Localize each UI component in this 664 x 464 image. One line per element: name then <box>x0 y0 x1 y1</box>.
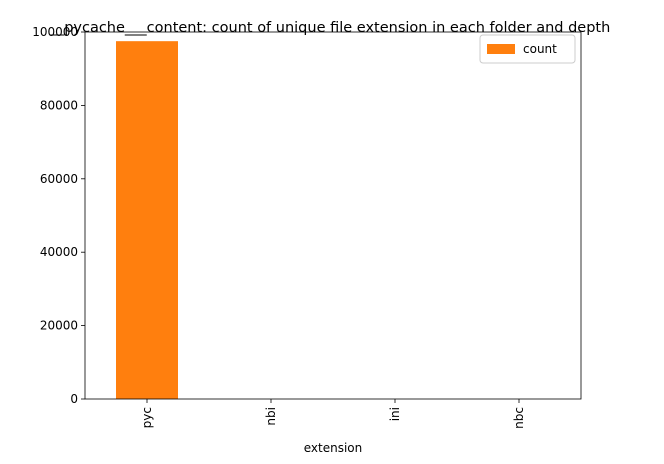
legend-box <box>479 34 576 64</box>
x-axis-label: extension <box>304 441 363 455</box>
x-ticks: pyc nbi ini nbc <box>140 399 526 429</box>
x-tick-label-nbc: nbc <box>512 407 526 429</box>
y-tick-label: 20000 <box>40 319 78 333</box>
y-ticks: 0 20000 40000 60000 80000 100000 <box>32 25 85 406</box>
legend-label-count: count <box>523 42 557 56</box>
x-tick-label-nbi: nbi <box>264 407 278 426</box>
plot-frame <box>84 31 582 400</box>
bars-group <box>116 41 550 400</box>
y-tick-label: 40000 <box>40 245 78 259</box>
chart-title: __pycache___content: count of unique fil… <box>49 20 611 36</box>
x-tick-label-pyc: pyc <box>140 407 154 428</box>
bar-pyc <box>116 41 178 400</box>
y-tick-label: 80000 <box>40 98 78 112</box>
y-tick-label: 60000 <box>40 172 78 186</box>
axes-group <box>84 31 582 400</box>
y-tick-label: 0 <box>70 392 78 406</box>
x-tick-label-ini: ini <box>388 407 402 421</box>
y-tick-label: 100000 <box>32 25 78 39</box>
legend-swatch-count <box>487 44 515 54</box>
legend: count <box>479 34 576 64</box>
